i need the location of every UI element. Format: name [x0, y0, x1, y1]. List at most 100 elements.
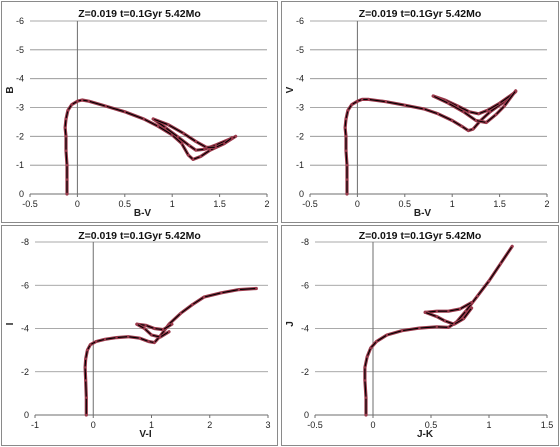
series-0-point	[384, 100, 388, 103]
series-0-point	[65, 163, 69, 167]
series-0-track	[364, 245, 513, 415]
series-0-point	[451, 119, 454, 122]
series-0-point	[191, 303, 194, 306]
series-1-point	[170, 322, 174, 326]
series-0-track	[344, 91, 517, 194]
series-2-point	[214, 146, 218, 149]
x-tick-label: -0.5	[307, 420, 323, 430]
x-tick-label: 3	[265, 420, 270, 430]
y-tick-label: -6	[296, 16, 304, 26]
series-1-point	[144, 324, 147, 327]
series-2-point	[474, 119, 478, 122]
series-0-point	[476, 294, 479, 298]
series-2-point	[503, 104, 506, 108]
series-2-point	[135, 322, 139, 326]
series-0-point	[202, 295, 206, 299]
series-2-track	[153, 118, 233, 148]
x-tick-label: -1	[31, 420, 39, 430]
x-axis-label: V-I	[139, 429, 151, 440]
series-0-point	[76, 99, 79, 103]
chart-title: Z=0.019 t=0.1Gyr 5.42Mo	[358, 230, 482, 242]
series-0-point	[422, 107, 425, 111]
series-0-point	[435, 325, 438, 328]
series-0-point	[447, 326, 450, 329]
x-tick-label: 1.5	[213, 199, 226, 209]
series-0-point	[180, 142, 183, 145]
x-tick-label: 0	[355, 199, 360, 209]
y-tick-label: 0	[19, 189, 24, 199]
y-tick-label: -8	[21, 237, 29, 247]
series-2-track	[432, 90, 517, 124]
series-0-point	[511, 245, 514, 248]
series-0-point	[123, 110, 127, 114]
series-0-point	[191, 158, 195, 161]
series-0-point	[70, 103, 73, 106]
chart-panel-b-vs-bv: Z=0.019 t=0.1Gyr 5.42Mo -0.5 0 0.5 1 1.5 2 0 -1…	[1, 1, 278, 223]
series-0-point	[84, 357, 87, 360]
series-2-point	[159, 335, 162, 339]
series-0-point	[65, 178, 69, 181]
series-0-point	[471, 127, 475, 131]
series-1-point	[188, 144, 191, 147]
y-tick-label: -1	[16, 160, 24, 170]
y-tick-label: -3	[296, 103, 304, 113]
series-2-point	[223, 142, 226, 145]
series-0-point	[89, 343, 92, 346]
series-2-point	[150, 333, 153, 337]
series-2-point	[205, 146, 208, 149]
series-2-point	[494, 113, 498, 116]
series-0-point	[345, 163, 349, 167]
series-0-point	[237, 288, 241, 291]
series-0-point	[86, 348, 89, 352]
x-axis-label: B-V	[134, 208, 152, 219]
series-0-point	[115, 336, 118, 339]
x-tick-label: 1.5	[493, 199, 506, 209]
x-tick-label: 0.5	[119, 199, 132, 209]
series-0-point	[142, 117, 145, 121]
series-0-point	[65, 192, 69, 196]
series-0-point	[364, 413, 368, 417]
x-tick-label: 0	[75, 199, 80, 209]
series-0-point	[356, 99, 359, 103]
series-1-point	[477, 112, 480, 116]
chart-title: Z=0.019 t=0.1Gyr 5.42Mo	[78, 230, 201, 242]
series-2-point	[453, 322, 456, 326]
y-tick-label: -2	[21, 367, 29, 377]
series-1-point	[203, 148, 206, 151]
series-0-point	[344, 117, 348, 121]
series-0-point	[234, 135, 237, 138]
chart-title: Z=0.019 t=0.1Gyr 5.42Mo	[78, 8, 201, 20]
chart-title: Z=0.019 t=0.1Gyr 5.42Mo	[358, 8, 482, 20]
series-0-point	[220, 291, 223, 295]
series-2-point	[424, 311, 427, 314]
x-tick-label: 2	[207, 420, 212, 430]
x-tick-label: 0	[91, 420, 96, 430]
x-tick-label: -0.5	[22, 199, 38, 209]
y-tick-label: 0	[304, 410, 309, 420]
series-1-point	[194, 148, 198, 152]
x-tick-label: 2	[544, 199, 549, 209]
series-0-point	[363, 379, 367, 382]
chart-panel-j-vs-jk: Z=0.019 t=0.1Gyr 5.42Mo -0.5 0 0.5 1 1.5 0 -2-…	[281, 225, 559, 446]
series-2-point	[462, 317, 465, 320]
series-0-point	[364, 396, 368, 399]
series-0-point	[85, 413, 88, 417]
series-0-point	[403, 103, 406, 107]
series-2-point	[470, 306, 473, 310]
series-1-point	[468, 110, 471, 114]
series-0-point	[400, 329, 404, 332]
series-0-point	[467, 129, 470, 132]
series-2-point	[152, 117, 155, 121]
y-tick-label: -4	[301, 324, 309, 334]
series-0-point	[343, 126, 347, 129]
series-0-point	[499, 262, 502, 265]
series-0-point	[179, 312, 182, 315]
series-0-point	[369, 346, 372, 350]
series-2-point	[447, 101, 450, 105]
series-0-point	[345, 178, 349, 181]
series-0-point	[346, 109, 350, 112]
series-0-point	[460, 125, 463, 128]
y-tick-label: -3	[16, 103, 24, 113]
y-tick-label: -8	[301, 237, 309, 247]
series-0-point	[64, 149, 68, 152]
